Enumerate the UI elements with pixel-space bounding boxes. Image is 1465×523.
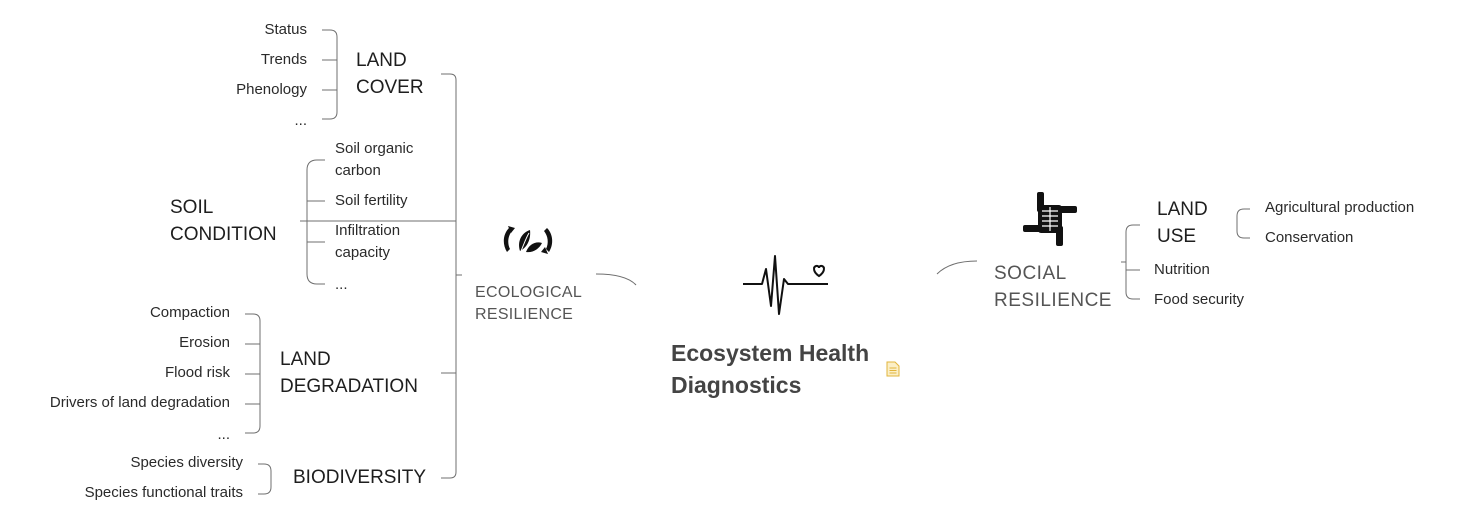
leaf-species-functional-traits[interactable]: Species functional traits bbox=[84, 484, 243, 501]
topic-land-use-line1: LAND bbox=[1157, 199, 1208, 220]
leaf-status[interactable]: Status bbox=[264, 21, 307, 38]
leaf-soc-line2: carbon bbox=[335, 162, 381, 179]
leaf-soil-organic-carbon[interactable]: Soil organic carbon bbox=[335, 138, 413, 182]
ecological-line1: ECOLOGICAL bbox=[475, 284, 583, 301]
topic-ecological-resilience[interactable]: ECOLOGICAL RESILIENCE bbox=[475, 282, 582, 326]
heartbeat-icon bbox=[743, 255, 828, 315]
topic-soil-line2: CONDITION bbox=[170, 224, 277, 245]
leaf-phenology[interactable]: Phenology bbox=[236, 81, 307, 98]
topic-land-cover-line1: LAND bbox=[356, 50, 407, 71]
leaf-degradation-more[interactable]: ... bbox=[217, 426, 230, 443]
leaf-agricultural-production[interactable]: Agricultural production bbox=[1265, 199, 1415, 216]
central-title-line1: Ecosystem Health bbox=[671, 340, 870, 366]
central-title-line2: Diagnostics bbox=[671, 372, 802, 398]
leaf-trends[interactable]: Trends bbox=[260, 51, 307, 68]
topic-land-cover[interactable]: LAND COVER bbox=[356, 47, 424, 101]
leaf-compaction[interactable]: Compaction bbox=[149, 304, 230, 321]
central-topic[interactable]: Ecosystem Health Diagnostics bbox=[671, 337, 869, 401]
leaf-drivers-of-land-degradation[interactable]: Drivers of land degradation bbox=[49, 394, 230, 411]
topic-land-degradation[interactable]: LAND DEGRADATION bbox=[280, 346, 418, 400]
leaf-conservation[interactable]: Conservation bbox=[1265, 229, 1354, 246]
leaf-recycle-icon bbox=[503, 226, 553, 254]
note-document-icon[interactable] bbox=[886, 361, 900, 377]
leaf-soil-more[interactable]: ... bbox=[335, 276, 348, 293]
leaf-food-security[interactable]: Food security bbox=[1154, 291, 1245, 308]
leaf-land-cover-more[interactable]: ... bbox=[294, 112, 307, 129]
topic-degradation-line2: DEGRADATION bbox=[280, 376, 418, 397]
topic-land-use-line2: USE bbox=[1157, 226, 1197, 247]
leaf-infil-line2: capacity bbox=[335, 244, 391, 261]
topic-degradation-line1: LAND bbox=[280, 349, 331, 370]
topic-land-use[interactable]: LAND USE bbox=[1157, 196, 1208, 250]
topic-social-resilience[interactable]: SOCIAL RESILIENCE bbox=[994, 260, 1112, 314]
ecological-line2: RESILIENCE bbox=[475, 306, 574, 323]
leaf-nutrition[interactable]: Nutrition bbox=[1154, 261, 1210, 278]
leaf-soc-line1: Soil organic bbox=[335, 140, 414, 157]
leaf-infiltration-capacity[interactable]: Infiltration capacity bbox=[335, 220, 400, 264]
social-line1: SOCIAL bbox=[994, 263, 1067, 284]
leaf-soil-fertility[interactable]: Soil fertility bbox=[335, 192, 408, 209]
social-line2: RESILIENCE bbox=[994, 290, 1112, 311]
topic-biodiversity[interactable]: BIODIVERSITY bbox=[293, 467, 427, 488]
leaf-erosion[interactable]: Erosion bbox=[179, 334, 230, 351]
leaf-infil-line1: Infiltration bbox=[335, 222, 401, 239]
topic-soil-line1: SOIL bbox=[170, 197, 214, 218]
topic-land-cover-line2: COVER bbox=[356, 77, 424, 98]
leaf-species-diversity[interactable]: Species diversity bbox=[130, 454, 243, 471]
hands-together-icon bbox=[1023, 192, 1077, 246]
leaf-flood-risk[interactable]: Flood risk bbox=[164, 364, 230, 381]
topic-soil-condition[interactable]: SOIL CONDITION bbox=[170, 194, 277, 248]
